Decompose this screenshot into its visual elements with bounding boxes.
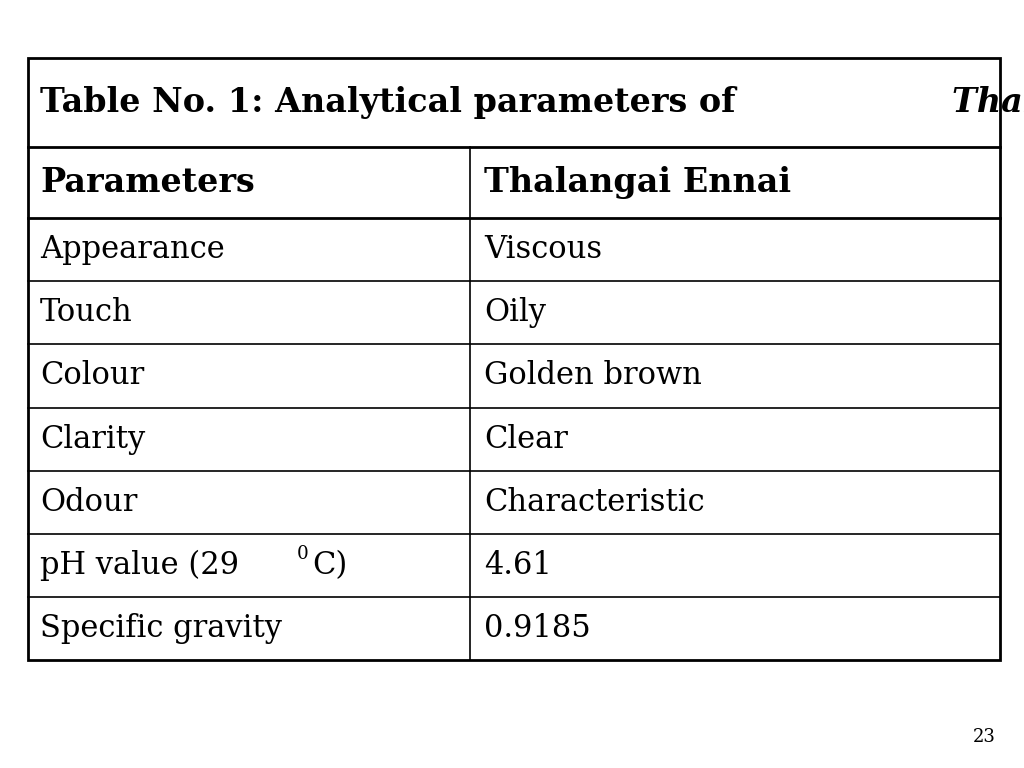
Text: Appearance: Appearance bbox=[40, 234, 224, 265]
Text: Oily: Oily bbox=[484, 297, 546, 328]
Text: 4.61: 4.61 bbox=[484, 550, 552, 581]
Text: Table No. 1: Analytical parameters of: Table No. 1: Analytical parameters of bbox=[40, 86, 748, 119]
Text: C): C) bbox=[312, 550, 347, 581]
Text: Odour: Odour bbox=[40, 487, 137, 518]
Text: Thalangai Ennai: Thalangai Ennai bbox=[952, 86, 1024, 119]
Text: Thalangai Ennai: Thalangai Ennai bbox=[484, 166, 792, 199]
Text: 23: 23 bbox=[973, 728, 996, 746]
Text: Colour: Colour bbox=[40, 360, 144, 392]
Text: Clear: Clear bbox=[484, 424, 568, 455]
Text: pH value (29: pH value (29 bbox=[40, 550, 239, 581]
Bar bbox=[28, 58, 1000, 660]
Text: Viscous: Viscous bbox=[484, 234, 602, 265]
Text: Touch: Touch bbox=[40, 297, 133, 328]
Text: Characteristic: Characteristic bbox=[484, 487, 705, 518]
Text: 0: 0 bbox=[297, 545, 308, 563]
Text: 0.9185: 0.9185 bbox=[484, 613, 591, 644]
Text: Specific gravity: Specific gravity bbox=[40, 613, 282, 644]
Text: Clarity: Clarity bbox=[40, 424, 145, 455]
Text: Golden brown: Golden brown bbox=[484, 360, 702, 392]
Text: Parameters: Parameters bbox=[40, 166, 255, 199]
